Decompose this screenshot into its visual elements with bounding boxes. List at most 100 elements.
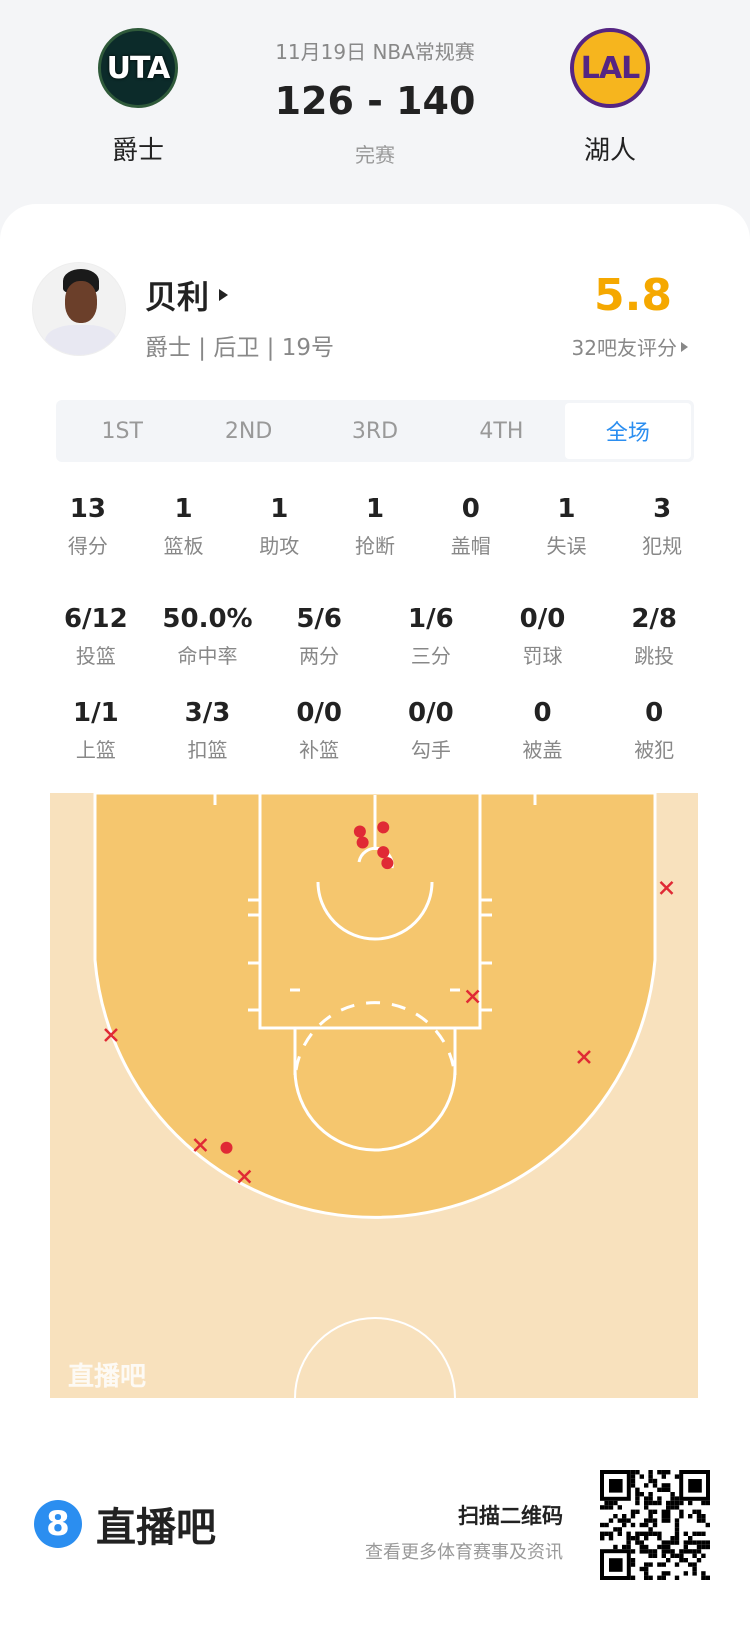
tab-3rd[interactable]: 3RD <box>351 418 399 444</box>
stat-value: 1 <box>174 494 193 524</box>
shot-made <box>356 836 369 849</box>
stat-篮板: 1 篮板 <box>136 494 232 559</box>
game-date-type: 11月19日 NBA常规赛 <box>275 40 475 64</box>
game-status: 完赛 <box>355 143 395 167</box>
free-throw-circle <box>293 1028 457 1152</box>
game-score: 126 - 140 <box>274 79 476 123</box>
rating-link[interactable]: 32吧友评分 <box>572 332 688 361</box>
shot-missed <box>193 1138 208 1152</box>
stat-盖帽: 0 盖帽 <box>423 494 519 559</box>
tab-全场[interactable]: 全场 <box>564 403 692 459</box>
stat-label: 得分 <box>67 534 108 558</box>
stat-value: 13 <box>69 494 106 524</box>
stat-label: 勾手 <box>410 738 451 762</box>
stat-罚球: 0/0 罚球 <box>487 604 599 669</box>
period-tabs: 1ST 2ND 3RD 4TH 全场 <box>56 400 694 462</box>
stat-上篮: 1/1 上篮 <box>40 698 152 763</box>
qr-subtitle: 查看更多体育赛事及资讯 <box>365 1542 563 1563</box>
stat-扣篮: 3/3 扣篮 <box>152 698 264 763</box>
stat-value: 1 <box>270 494 289 524</box>
stat-value: 1 <box>557 494 576 524</box>
stat-两分: 5/6 两分 <box>263 604 375 669</box>
stat-label: 跳投 <box>634 644 675 668</box>
stat-勾手: 0/0 勾手 <box>375 698 487 763</box>
restricted-area <box>316 881 434 941</box>
stat-value: 3 <box>653 494 672 524</box>
stat-命中率: 50.0% 命中率 <box>152 604 264 669</box>
tab-1st[interactable]: 1ST <box>101 418 143 444</box>
shot-made <box>353 825 366 838</box>
brand-name: 直播吧 <box>96 1505 216 1551</box>
rating-label: 32吧友评分 <box>571 336 677 360</box>
stat-投篮: 6/12 投篮 <box>40 604 152 669</box>
player-avatar <box>32 262 126 356</box>
stat-label: 失误 <box>546 534 587 558</box>
stat-value: 0 <box>533 698 552 728</box>
stat-value: 2/8 <box>631 604 678 634</box>
player-name: 贝利 <box>145 278 210 316</box>
caret-right-icon <box>219 289 229 301</box>
shot-made <box>220 1141 233 1154</box>
stat-value: 0 <box>461 494 480 524</box>
stat-label: 上篮 <box>75 738 116 762</box>
home-team-name: 爵士 <box>111 136 164 166</box>
lal-logo: LAL <box>570 28 650 108</box>
shot-made <box>377 846 390 859</box>
stat-label: 补篮 <box>299 738 340 762</box>
stat-失误: 1 失误 <box>519 494 615 559</box>
stat-助攻: 1 助攻 <box>231 494 327 559</box>
stat-label: 三分 <box>410 644 451 668</box>
stat-value: 0 <box>645 698 664 728</box>
player-name-link[interactable]: 贝利 <box>145 272 229 318</box>
paint <box>258 791 482 1030</box>
stat-被盖: 0 被盖 <box>487 698 599 763</box>
watermark: 直播吧 <box>68 1362 146 1392</box>
stat-value: 1/6 <box>408 604 454 634</box>
shot-missed <box>577 1050 591 1064</box>
stat-label: 罚球 <box>522 644 563 668</box>
stat-value: 3/3 <box>184 698 231 728</box>
qr-code[interactable] <box>600 1470 710 1580</box>
away-team-name: 湖人 <box>583 136 636 166</box>
stat-label: 两分 <box>299 644 340 668</box>
stat-label: 被盖 <box>522 738 563 762</box>
stat-犯规: 3 犯规 <box>614 494 710 559</box>
stat-label: 助攻 <box>259 534 300 558</box>
tab-4th[interactable]: 4TH <box>479 418 524 444</box>
stat-label: 抢断 <box>355 534 396 558</box>
stat-跳投: 2/8 跳投 <box>598 604 710 669</box>
stat-value: 0/0 <box>519 604 566 634</box>
player-rating: 5.8 <box>594 270 672 321</box>
stat-value: 0/0 <box>296 698 343 728</box>
stat-value: 1/1 <box>72 698 119 728</box>
shot-made <box>377 821 390 834</box>
home-team[interactable]: UTA 爵士 <box>78 28 198 167</box>
stat-label: 命中率 <box>177 644 238 668</box>
stats-row-2: 6/12 投篮 50.0% 命中率 5/6 两分 1/6 三分 0/0 罚球 2/8 跳投 <box>40 604 710 669</box>
stat-value: 50.0% <box>162 604 253 634</box>
brand-logo[interactable]: 8 直播吧 <box>34 1495 216 1553</box>
away-team[interactable]: LAL 湖人 <box>550 28 670 167</box>
tab-2nd[interactable]: 2ND <box>224 418 273 444</box>
stat-value: 6/12 <box>63 604 128 634</box>
stat-三分: 1/6 三分 <box>375 604 487 669</box>
stat-label: 篮板 <box>163 534 204 558</box>
qr-title: 扫描二维码 <box>458 1504 563 1528</box>
stat-label: 犯规 <box>642 534 683 558</box>
player-info: 爵士 | 后卫 | 19号 <box>145 335 335 361</box>
brand-8-icon: 8 <box>34 1500 82 1548</box>
stat-label: 扣篮 <box>187 738 228 762</box>
shot-missed <box>237 1169 252 1184</box>
three-point-area <box>93 791 657 1219</box>
stat-value: 5/6 <box>296 604 343 634</box>
shot-missed <box>465 989 480 1004</box>
stat-得分: 13 得分 <box>40 494 136 559</box>
stats-row-3: 1/1 上篮 3/3 扣篮 0/0 补篮 0/0 勾手 0 被盖 0 被犯 <box>40 698 710 763</box>
caret-right-icon <box>681 341 688 352</box>
uta-logo: UTA <box>98 28 178 108</box>
stat-value: 0/0 <box>408 698 454 728</box>
shot-made <box>381 857 394 870</box>
stat-value: 1 <box>365 494 385 524</box>
shot-missed <box>104 1028 118 1042</box>
